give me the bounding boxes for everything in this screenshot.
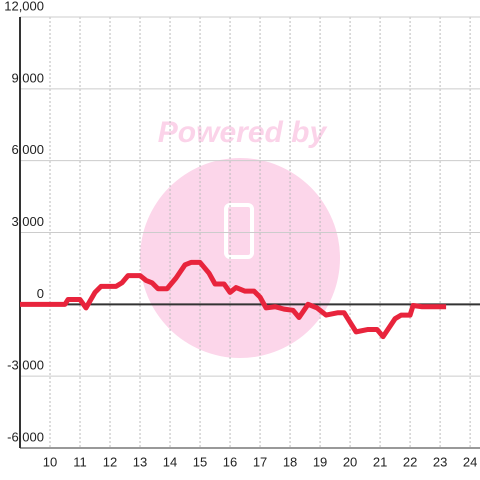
x-tick-label: 23 xyxy=(433,454,447,469)
x-tick-label: 20 xyxy=(343,454,357,469)
x-tick-label: 16 xyxy=(223,454,237,469)
y-tick-label: 9,000 xyxy=(11,70,44,85)
y-tick-label: 3,000 xyxy=(11,214,44,229)
x-tick-label: 13 xyxy=(133,454,147,469)
x-tick-label: 24 xyxy=(463,454,477,469)
x-tick-label: 12 xyxy=(103,454,117,469)
y-tick-label: 12,000 xyxy=(4,0,44,13)
line-series xyxy=(20,259,447,340)
x-tick-label: 14 xyxy=(163,454,177,469)
x-tick-label: 11 xyxy=(73,454,87,469)
y-tick-label: 0 xyxy=(37,286,44,301)
x-tick-label: 19 xyxy=(313,454,327,469)
y-tick-label: -3,000 xyxy=(7,358,44,373)
x-tick-label: 21 xyxy=(373,454,387,469)
x-tick-label: 15 xyxy=(193,454,207,469)
watermark-icon xyxy=(224,203,254,259)
x-tick-label: 22 xyxy=(403,454,417,469)
y-tick-label: -6,000 xyxy=(7,429,44,444)
x-tick-label: 17 xyxy=(253,454,267,469)
x-tick-label: 10 xyxy=(43,454,57,469)
watermark-text: Powered by xyxy=(158,116,328,149)
y-tick-label: 6,000 xyxy=(11,142,44,157)
x-tick-label: 18 xyxy=(283,454,297,469)
